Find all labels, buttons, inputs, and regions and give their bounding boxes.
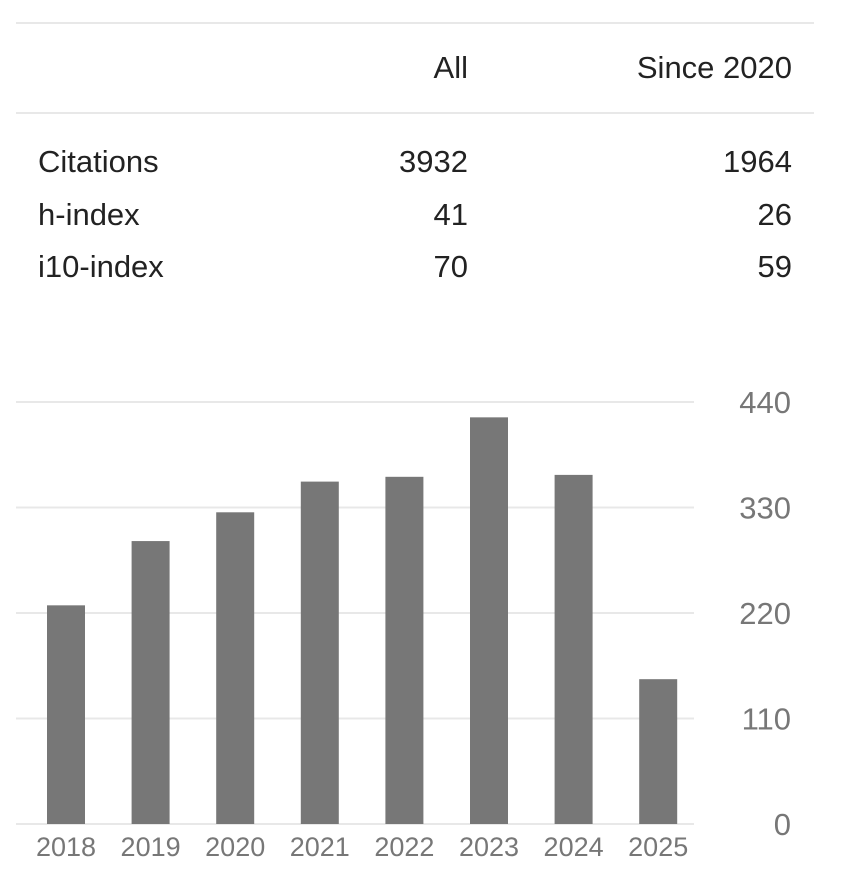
table-top-rule xyxy=(16,22,814,24)
i10-index-since-value: 59 xyxy=(757,249,792,284)
citations-since-value: 1964 xyxy=(723,144,792,179)
header-all: All xyxy=(433,50,468,85)
x-tick-label: 2024 xyxy=(544,832,604,862)
bar-2025[interactable] xyxy=(639,679,678,824)
header-divider xyxy=(16,112,814,114)
row-label-i10-index[interactable]: i10-index xyxy=(38,249,164,284)
citations-all-value: 3932 xyxy=(399,144,468,179)
x-tick-label: 2018 xyxy=(36,832,96,862)
y-tick-label: 330 xyxy=(739,491,791,526)
citations-per-year-chart: 0 110 220 330 440 2018 2019 2020 2021 2022 2023 202… xyxy=(16,385,791,862)
row-label-citations[interactable]: Citations xyxy=(38,144,159,179)
header-since: Since 2020 xyxy=(636,50,792,85)
bar-2020[interactable] xyxy=(216,512,255,824)
bar-2019[interactable] xyxy=(131,541,170,824)
y-tick-label: 0 xyxy=(774,807,791,842)
bar-2021[interactable] xyxy=(300,481,339,824)
i10-index-all-value: 70 xyxy=(433,249,468,284)
h-index-all-value: 41 xyxy=(433,197,468,232)
x-tick-label: 2021 xyxy=(290,832,350,862)
x-tick-label: 2025 xyxy=(628,832,688,862)
y-tick-label: 220 xyxy=(739,596,791,631)
bar-2018[interactable] xyxy=(47,605,85,824)
x-tick-label: 2019 xyxy=(121,832,181,862)
x-tick-label: 2022 xyxy=(374,832,434,862)
bar-2023[interactable] xyxy=(470,417,508,824)
x-tick-label: 2023 xyxy=(459,832,519,862)
h-index-since-value: 26 xyxy=(757,197,792,232)
x-tick-label: 2020 xyxy=(205,832,265,862)
row-label-h-index[interactable]: h-index xyxy=(38,197,140,232)
bar-2022[interactable] xyxy=(385,476,424,824)
bar-2024[interactable] xyxy=(554,474,593,824)
y-tick-label: 440 xyxy=(739,385,791,420)
y-tick-label: 110 xyxy=(742,702,791,737)
